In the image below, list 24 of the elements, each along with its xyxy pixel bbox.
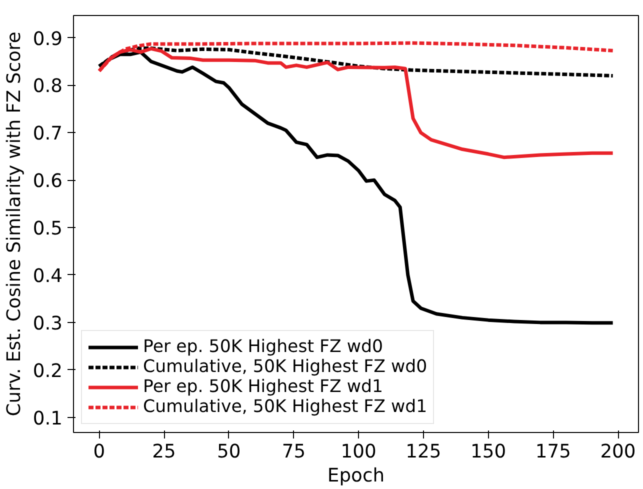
y-tick-label: 0.1 bbox=[32, 408, 62, 430]
x-axis-title: Epoch bbox=[327, 466, 385, 486]
legend-label: Per ep. 50K Highest FZ wd1 bbox=[143, 377, 384, 397]
y-tick-label: 0.7 bbox=[32, 124, 62, 145]
x-tick-label: 125 bbox=[406, 442, 442, 462]
legend-label: Cumulative, 50K Highest FZ wd0 bbox=[143, 357, 428, 377]
y-tick-label: 0.2 bbox=[32, 360, 62, 382]
y-axis-title: Curv. Est. Cosine Similarity with FZ Score bbox=[4, 32, 25, 416]
legend-label: Cumulative, 50K Highest FZ wd1 bbox=[143, 397, 428, 417]
y-tick-label: 0.9 bbox=[32, 28, 62, 50]
x-tick-label: 0 bbox=[93, 442, 106, 462]
x-tick-label: 25 bbox=[152, 442, 176, 462]
x-tick-label: 100 bbox=[340, 442, 376, 462]
x-tick-label: 75 bbox=[282, 442, 306, 462]
y-tick-label: 0.6 bbox=[32, 171, 62, 192]
x-tick-label: 175 bbox=[535, 442, 571, 462]
y-tick-label: 0.5 bbox=[32, 218, 62, 240]
legend-label: Per ep. 50K Highest FZ wd0 bbox=[143, 337, 384, 357]
y-tick-label: 0.4 bbox=[32, 266, 62, 287]
x-tick-label: 200 bbox=[600, 442, 636, 462]
x-tick-label: 150 bbox=[470, 442, 506, 462]
x-tick-label: 50 bbox=[217, 442, 241, 462]
y-tick-label: 0.3 bbox=[32, 313, 62, 334]
y-tick-label: 0.8 bbox=[32, 76, 62, 98]
